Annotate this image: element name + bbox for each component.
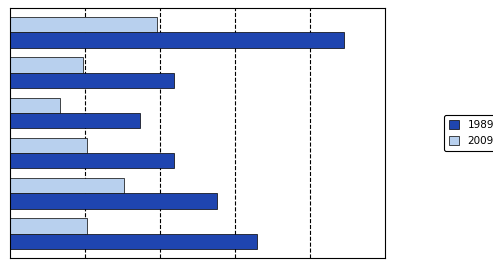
Bar — [10, 98, 60, 113]
Bar — [10, 178, 124, 193]
Bar — [10, 234, 257, 249]
Bar — [10, 57, 83, 73]
Bar — [10, 153, 174, 168]
Legend: 1989, 2009: 1989, 2009 — [444, 115, 493, 151]
Bar — [10, 73, 174, 88]
Bar — [10, 193, 217, 209]
Bar — [10, 113, 141, 128]
Bar — [10, 32, 345, 48]
Bar — [10, 218, 87, 234]
Bar — [10, 138, 87, 153]
Bar — [10, 17, 157, 32]
